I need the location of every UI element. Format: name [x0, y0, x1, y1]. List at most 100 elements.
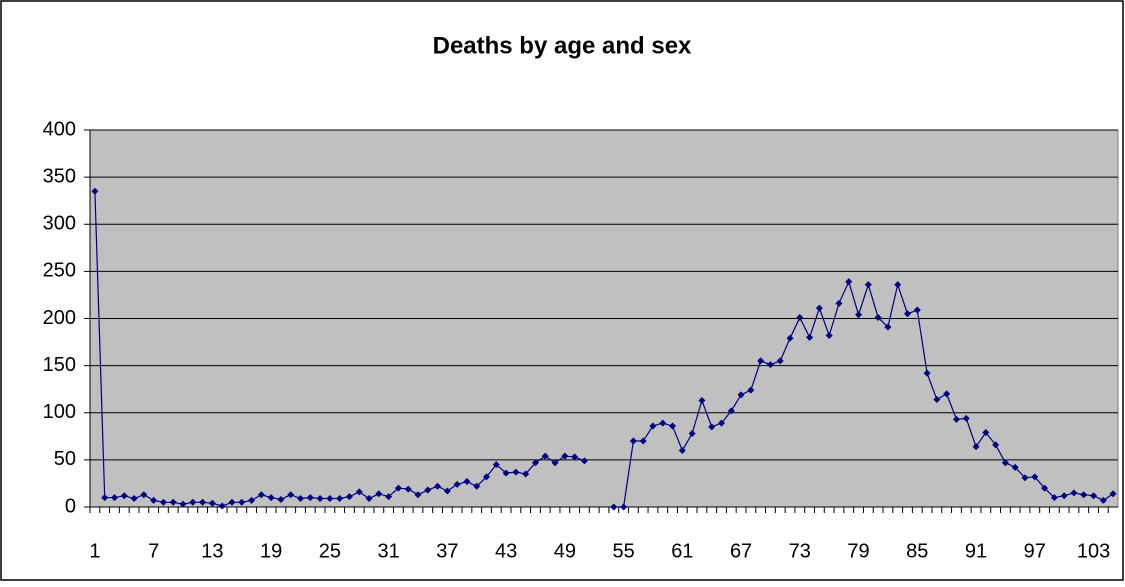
data-point: [394, 484, 402, 492]
data-point: [502, 469, 510, 477]
data-point: [874, 314, 882, 322]
data-point: [551, 459, 559, 467]
data-point: [267, 494, 275, 502]
data-point: [1070, 489, 1078, 497]
data-point: [864, 281, 872, 289]
data-point: [130, 495, 138, 503]
data-point: [257, 491, 265, 499]
data-point: [776, 357, 784, 365]
data-point: [580, 457, 588, 465]
data-point: [150, 496, 158, 504]
data-point: [296, 495, 304, 503]
data-point: [884, 323, 892, 331]
data-point: [424, 486, 432, 494]
data-point: [815, 304, 823, 312]
chart-title: Deaths by age and sex: [433, 32, 692, 59]
data-point: [688, 429, 696, 437]
data-point: [443, 487, 451, 495]
data-point: [825, 331, 833, 339]
data-point: [737, 391, 745, 399]
data-point: [179, 500, 187, 508]
data-point: [463, 478, 471, 486]
data-point: [1011, 463, 1019, 471]
data-point: [796, 314, 804, 322]
data-point: [1001, 459, 1009, 467]
data-point: [492, 461, 500, 469]
x-tick-label: 91: [965, 540, 987, 562]
data-point: [727, 407, 735, 415]
data-point: [218, 502, 226, 510]
y-tick-label: 200: [43, 307, 76, 329]
data-point: [199, 498, 207, 506]
data-point: [845, 278, 853, 286]
data-point: [414, 491, 422, 499]
data-point: [904, 310, 912, 318]
y-tick-label: 100: [43, 401, 76, 423]
x-tick-label: 85: [906, 540, 928, 562]
data-point: [766, 361, 774, 369]
y-tick-label: 50: [54, 448, 76, 470]
data-point: [365, 495, 373, 503]
y-tick-label: 250: [43, 260, 76, 282]
data-point: [933, 396, 941, 404]
data-point: [962, 414, 970, 422]
y-tick-label: 150: [43, 354, 76, 376]
data-point: [228, 498, 236, 506]
data-point: [923, 369, 931, 377]
y-tick-label: 0: [65, 495, 76, 517]
data-point: [571, 453, 579, 461]
data-point: [649, 422, 657, 430]
data-point: [894, 281, 902, 289]
data-point: [982, 429, 990, 437]
data-point: [747, 386, 755, 394]
data-point: [786, 334, 794, 342]
data-point: [835, 299, 843, 307]
data-point: [238, 498, 246, 506]
data-point: [620, 503, 628, 511]
data-point: [757, 357, 765, 365]
data-point: [169, 498, 177, 506]
data-point: [345, 493, 353, 501]
x-tick-label: 19: [260, 540, 282, 562]
y-tick-label: 300: [43, 213, 76, 235]
x-tick-label: 67: [730, 540, 752, 562]
data-point: [483, 473, 491, 481]
data-point: [659, 419, 667, 427]
data-point: [1021, 474, 1029, 482]
x-tick-label: 43: [495, 540, 517, 562]
data-point: [326, 495, 334, 503]
data-point: [140, 491, 148, 499]
data-point: [1090, 492, 1098, 500]
data-point: [913, 306, 921, 314]
data-point: [972, 443, 980, 451]
data-point: [473, 482, 481, 490]
data-point: [639, 437, 647, 445]
data-point: [336, 495, 344, 503]
data-point: [1050, 494, 1058, 502]
data-point: [404, 485, 412, 493]
data-point: [952, 415, 960, 423]
x-tick-label: 55: [612, 540, 634, 562]
data-point: [669, 422, 677, 430]
x-tick-label: 31: [377, 540, 399, 562]
data-point: [101, 494, 109, 502]
data-point: [110, 494, 118, 502]
data-point: [248, 496, 256, 504]
data-point: [512, 468, 520, 476]
x-tick-label: 61: [671, 540, 693, 562]
data-point: [522, 470, 530, 478]
data-point: [717, 419, 725, 427]
x-tick-label: 7: [148, 540, 159, 562]
data-point: [306, 494, 314, 502]
data-point: [1080, 491, 1088, 499]
data-point: [355, 488, 363, 496]
x-tick-label: 103: [1077, 540, 1110, 562]
x-tick-label: 37: [436, 540, 458, 562]
x-tick-label: 25: [319, 540, 341, 562]
data-point: [277, 495, 285, 503]
x-tick-label: 49: [554, 540, 576, 562]
x-tick-label: 73: [789, 540, 811, 562]
data-point: [1060, 492, 1068, 500]
data-point: [855, 311, 863, 319]
